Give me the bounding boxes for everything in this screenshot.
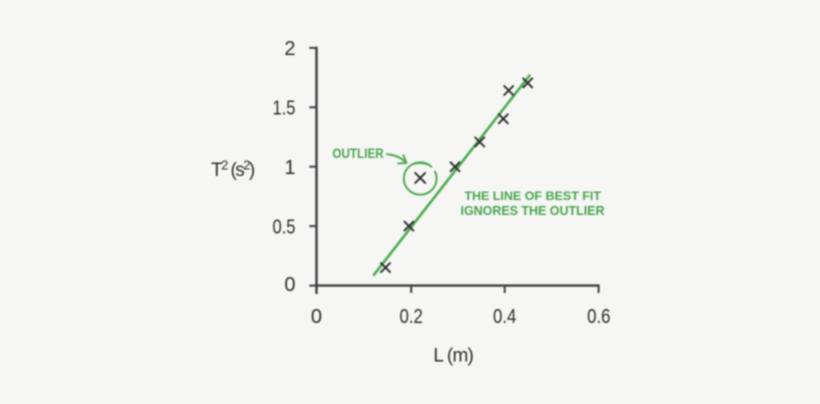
svg-text:1: 1: [284, 157, 295, 179]
svg-text:2: 2: [284, 38, 295, 60]
svg-text:0: 0: [284, 274, 295, 296]
svg-text:0.5: 0.5: [273, 216, 296, 238]
svg-text:IGNORES THE OUTLIER: IGNORES THE OUTLIER: [461, 203, 605, 218]
svg-text:0.2: 0.2: [400, 306, 423, 328]
svg-text:0: 0: [311, 306, 322, 328]
svg-text:OUTLIER: OUTLIER: [332, 146, 384, 161]
svg-text:0.4: 0.4: [493, 306, 516, 328]
svg-text:1.5: 1.5: [273, 98, 296, 120]
svg-text:L (m): L (m): [433, 345, 473, 366]
svg-text:T2 (s2): T2 (s2): [211, 157, 255, 181]
svg-text:0.6: 0.6: [587, 306, 610, 328]
svg-text:THE LINE OF BEST FIT: THE LINE OF BEST FIT: [464, 189, 601, 203]
